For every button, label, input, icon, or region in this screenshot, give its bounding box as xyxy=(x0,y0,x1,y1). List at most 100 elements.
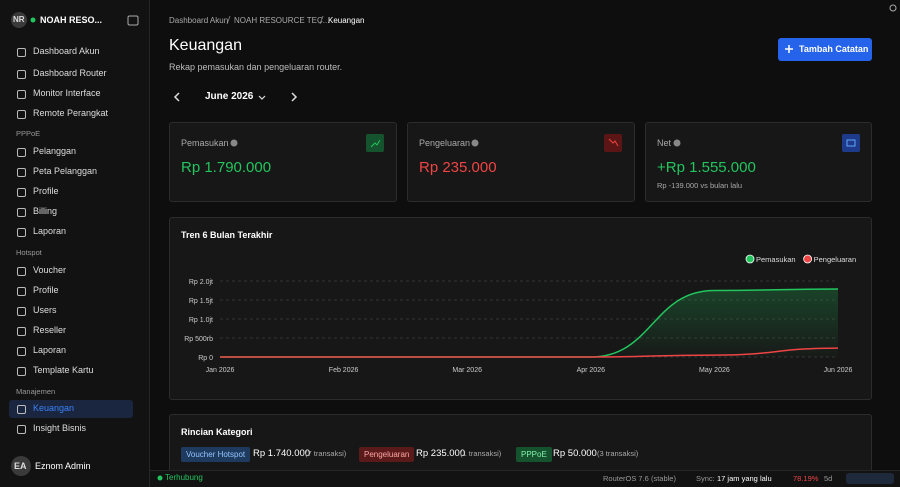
category-amount: Rp 1.740.000 xyxy=(253,448,311,459)
x-tick-label: Jun 2026 xyxy=(824,367,853,374)
menu-icon xyxy=(17,110,26,119)
x-tick-label: Jan 2026 xyxy=(206,367,235,374)
plus-icon xyxy=(785,45,793,53)
menu-item[interactable]: Reseller xyxy=(33,325,67,335)
y-tick-label: Rp 1.5jt xyxy=(189,298,213,305)
menu-icon xyxy=(17,287,26,296)
breadcrumb: Keuangan xyxy=(328,16,365,25)
status-bar xyxy=(150,470,900,487)
info-icon xyxy=(230,139,238,147)
menu-icon xyxy=(17,48,26,57)
breadcrumb-sep xyxy=(226,15,324,25)
month-caret[interactable] xyxy=(258,95,266,100)
menu-icon xyxy=(17,188,26,197)
add-button[interactable] xyxy=(778,38,872,61)
category-amount: Rp 235.000 xyxy=(416,448,466,459)
menu-item: Monitor Interface xyxy=(33,88,101,98)
user-name: Eznom Admin xyxy=(35,461,91,471)
menu-item[interactable]: Pelanggan xyxy=(33,146,77,156)
menu-item[interactable]: Template Kartu xyxy=(33,365,94,375)
prev-month[interactable] xyxy=(173,92,180,102)
menu-icon xyxy=(17,347,26,356)
menu-icon xyxy=(17,327,26,336)
month: June 2026 xyxy=(205,91,254,102)
menu-item[interactable]: Billing xyxy=(33,206,58,216)
org-name: NOAH RESO... xyxy=(40,15,103,25)
chart: Tren 6 Bulan Terakhir Rp 0 Rp 500rb Rp 1.0j… xyxy=(181,230,857,374)
x-tick-label: Mar 2026 xyxy=(452,367,482,374)
user-avatar xyxy=(11,456,31,476)
info-icon xyxy=(673,139,681,147)
card-label: Pemasukan xyxy=(181,138,229,148)
category-count: (7 transaksi) xyxy=(305,449,347,458)
menu-item[interactable]: Profile xyxy=(33,285,59,295)
category-tag: PPPoE xyxy=(516,447,552,462)
theme-toggle[interactable] xyxy=(889,4,897,12)
menu-item: Dashboard Akun xyxy=(33,46,100,56)
breakdown-title: Rincian Kategori xyxy=(181,427,253,437)
card-value: Rp 235.000 xyxy=(419,159,497,176)
menu-item[interactable]: Keuangan xyxy=(33,403,75,413)
menu-icon xyxy=(17,267,26,276)
status-sync-label: Sync: xyxy=(696,474,715,483)
status-tools xyxy=(846,473,894,484)
legend-marker xyxy=(745,254,755,264)
menu-item[interactable]: Laporan xyxy=(33,226,67,236)
menu-item: Dashboard Router xyxy=(33,68,107,78)
menu-item[interactable]: Laporan xyxy=(33,345,67,355)
area xyxy=(220,288,838,357)
online-dot xyxy=(30,17,36,23)
breadcrumb: Dashboard Akun xyxy=(169,16,229,25)
line xyxy=(220,347,839,358)
x-tick-label: Feb 2026 xyxy=(329,367,359,374)
net-glyph xyxy=(846,139,856,147)
y-tick-label: Rp 2.0jt xyxy=(189,279,213,286)
category-amount: Rp 50.000 xyxy=(553,448,597,459)
menu-item[interactable]: Peta Pelanggan xyxy=(33,166,98,176)
menu-item[interactable]: Profile xyxy=(33,186,59,196)
x-tick-label: May 2026 xyxy=(699,367,730,374)
breadcrumb: NOAH RESOURCE TEC... xyxy=(234,16,330,25)
sidebar-toggle[interactable] xyxy=(127,15,139,26)
menu-item[interactable]: Insight Bisnis xyxy=(33,423,87,433)
status-connection: Terhubung xyxy=(165,473,203,482)
legend-label: Pemasukan xyxy=(756,255,796,264)
category-tag: Pengeluaran xyxy=(359,447,415,462)
page-title: Keuangan xyxy=(169,37,242,54)
status-uptime: 5d xyxy=(824,474,833,483)
status-cpu: 78.19% xyxy=(793,474,819,483)
legend-marker xyxy=(803,254,813,264)
card xyxy=(169,122,397,202)
next-month[interactable] xyxy=(291,92,298,102)
category-count: (3 transaksi) xyxy=(597,449,639,458)
status-os: RouterOS 7.6 (stable) xyxy=(603,474,676,483)
status-sync: 17 jam yang lalu xyxy=(717,474,772,483)
menu-icon xyxy=(17,70,26,79)
menu-icon xyxy=(17,228,26,237)
menu-item[interactable]: Voucher xyxy=(33,265,67,275)
y-tick-label: Rp 0 xyxy=(198,355,213,362)
menu-icon xyxy=(17,208,26,217)
section-title: PPPoE xyxy=(16,129,41,138)
income-arrow xyxy=(370,139,381,148)
menu-icon xyxy=(17,148,26,157)
info-icon xyxy=(471,139,479,147)
active-item xyxy=(9,400,133,418)
y-tick-label: Rp 1.0jt xyxy=(189,317,213,324)
x-tick-label: Apr 2026 xyxy=(577,367,606,374)
menu-icon xyxy=(17,307,26,316)
menu-icon xyxy=(17,168,26,177)
menu-item[interactable]: Users xyxy=(33,305,57,315)
menu-icon xyxy=(17,405,26,414)
menu-icon xyxy=(17,367,26,376)
card-note: Rp -139.000 vs bulan lalu xyxy=(657,181,743,190)
legend-label: Pengeluaran xyxy=(814,255,857,264)
card xyxy=(407,122,635,202)
card-value: Rp 1.790.000 xyxy=(181,159,272,176)
menu-item: Remote Perangkat xyxy=(33,108,109,118)
category-tag: Voucher Hotspot xyxy=(181,447,251,462)
card xyxy=(645,122,872,202)
section-title: Manajemen xyxy=(16,387,56,396)
